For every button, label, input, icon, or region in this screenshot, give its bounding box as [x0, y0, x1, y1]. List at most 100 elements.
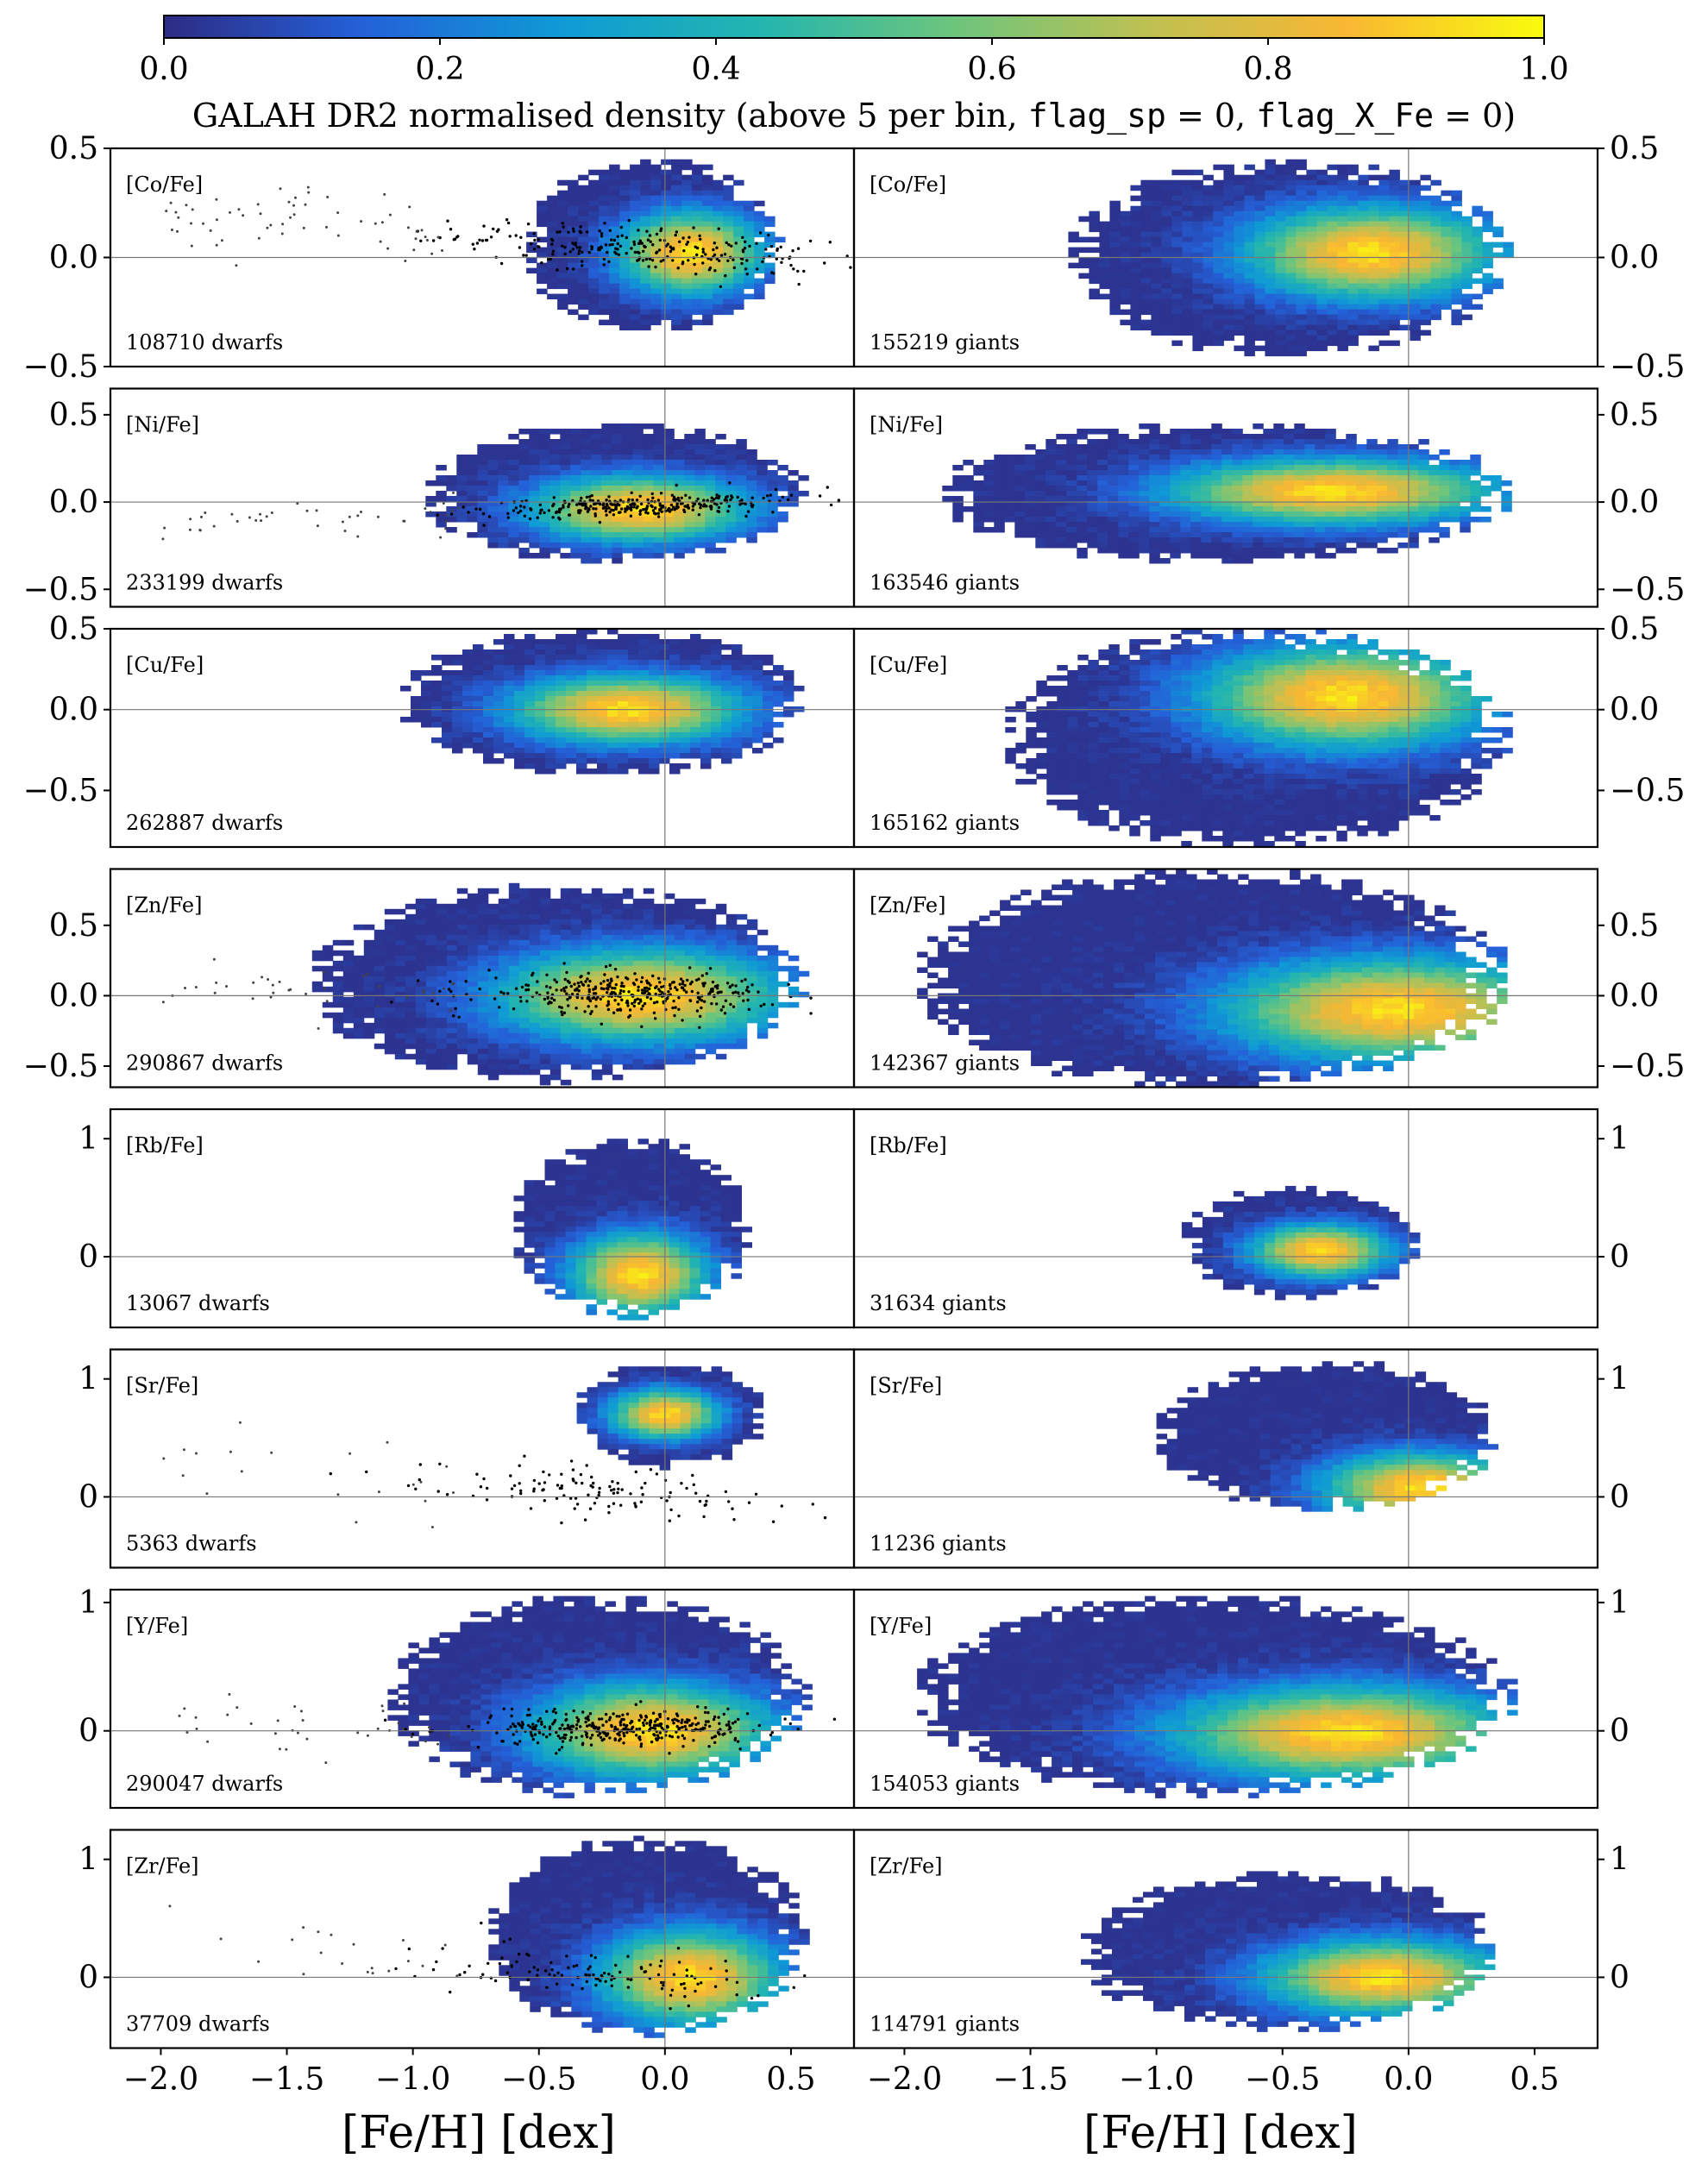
density-bin	[446, 486, 457, 492]
density-bin	[549, 475, 561, 481]
density-bin	[1182, 179, 1193, 186]
density-bin	[1035, 517, 1046, 523]
density-bin	[1482, 242, 1493, 248]
density-bin	[681, 226, 693, 233]
density-bin	[473, 686, 484, 692]
density-bin	[612, 553, 623, 559]
density-bin	[1180, 486, 1191, 492]
density-bin	[764, 236, 776, 243]
density-bin	[1140, 226, 1152, 233]
density-bin	[702, 236, 713, 243]
density-bin	[1087, 511, 1098, 518]
density-bin	[680, 660, 691, 666]
density-bin	[1460, 465, 1471, 471]
density-bin	[1089, 236, 1100, 243]
density-bin	[700, 670, 712, 676]
density-bin	[1389, 200, 1400, 207]
density-bin	[1089, 273, 1100, 279]
density-bin	[1306, 174, 1317, 181]
density-bin	[1306, 200, 1317, 207]
element-label: [Co/Fe]	[126, 173, 203, 197]
reference-star	[669, 249, 673, 254]
density-bin	[442, 701, 453, 707]
density-bin	[643, 480, 654, 486]
density-bin	[1182, 324, 1193, 331]
density-bin	[649, 691, 660, 697]
density-bin	[556, 639, 567, 645]
reference-star	[571, 227, 575, 230]
density-bin	[566, 681, 577, 687]
density-bin	[1337, 340, 1348, 347]
density-bin	[1316, 185, 1328, 191]
density-bin	[535, 769, 546, 775]
density-bin	[1159, 444, 1171, 450]
density-bin	[638, 712, 650, 718]
reference-star	[607, 495, 611, 499]
density-bin	[622, 455, 633, 461]
density-bin	[1296, 350, 1307, 357]
density-bin	[456, 506, 468, 512]
density-bin	[560, 501, 571, 507]
density-bin	[1140, 293, 1152, 300]
density-bin	[973, 465, 984, 471]
density-bin	[524, 743, 536, 749]
density-bin	[570, 532, 581, 538]
density-bin	[588, 293, 600, 300]
density-bin	[1285, 309, 1297, 316]
reference-star	[717, 505, 721, 510]
density-bin	[1472, 231, 1483, 238]
density-bin	[1389, 273, 1400, 279]
density-bin	[483, 748, 494, 754]
density-bin	[1046, 465, 1057, 471]
reference-star	[306, 185, 310, 189]
density-bin	[661, 288, 672, 295]
density-bin	[1337, 164, 1348, 171]
element-label: [Ni/Fe]	[870, 413, 943, 437]
density-bin	[1439, 511, 1450, 518]
density-bin	[1159, 527, 1171, 533]
y-tick-label: 0.0	[1610, 241, 1659, 276]
density-bin	[1242, 501, 1253, 507]
density-bin	[1140, 200, 1152, 207]
density-bin	[549, 480, 561, 486]
density-bin	[1441, 252, 1452, 259]
density-bin	[619, 288, 631, 295]
density-bin	[1118, 475, 1129, 481]
star-count-label: 108710 dwarfs	[126, 330, 283, 355]
density-bin	[1284, 486, 1295, 492]
density-bin	[630, 179, 641, 186]
density-bin	[754, 247, 765, 254]
density-bin	[1130, 205, 1141, 212]
density-bin	[1284, 522, 1295, 528]
density-bin	[1046, 527, 1057, 533]
reference-star	[632, 505, 636, 509]
density-bin	[607, 639, 619, 645]
density-bin	[411, 717, 422, 723]
density-bin	[1223, 185, 1234, 191]
density-bin	[715, 527, 726, 533]
density-bin	[1035, 543, 1046, 549]
density-bin	[674, 548, 685, 554]
density-bin	[669, 696, 681, 702]
density-bin	[736, 486, 747, 492]
reference-star	[630, 491, 633, 494]
density-bin	[537, 210, 548, 217]
density-bin	[1410, 190, 1421, 197]
density-bin	[1234, 226, 1245, 233]
density-bin	[711, 691, 722, 697]
density-bin	[1140, 247, 1152, 254]
density-bin	[1378, 324, 1390, 331]
density-bin	[599, 247, 610, 254]
density-bin	[754, 200, 765, 207]
density-bin	[694, 491, 706, 497]
density-bin	[568, 298, 579, 305]
density-bin	[1182, 309, 1193, 316]
density-bin	[1244, 179, 1255, 186]
density-bin	[671, 190, 682, 197]
density-bin	[1180, 460, 1191, 466]
density-bin	[983, 517, 995, 523]
density-bin	[607, 655, 619, 661]
density-bin	[1087, 522, 1098, 528]
reference-star	[646, 498, 650, 502]
density-bin	[1410, 236, 1421, 243]
